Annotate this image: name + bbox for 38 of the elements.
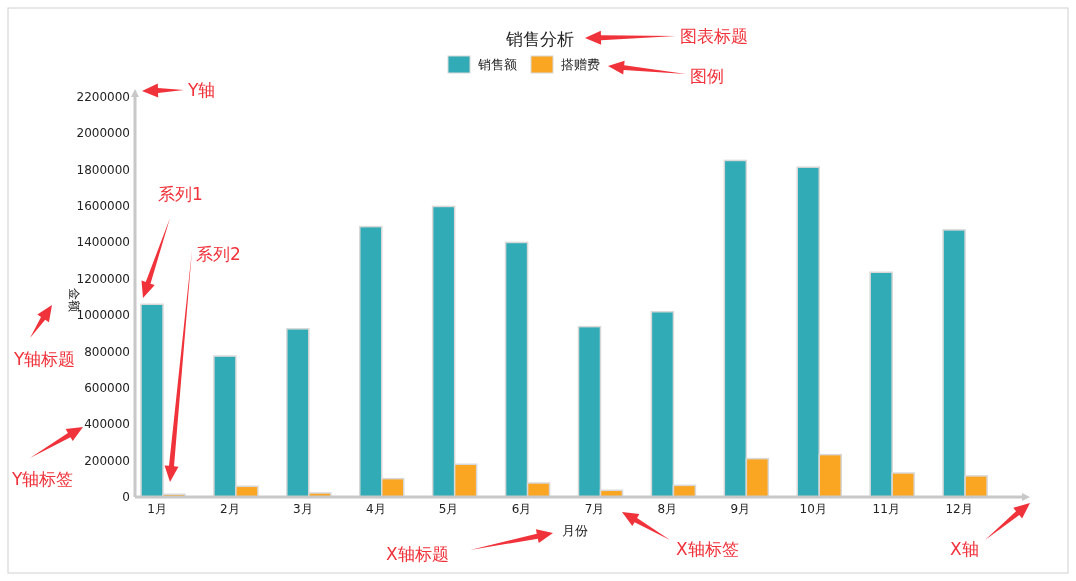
annotation: Y轴 (187, 80, 216, 100)
text: Y轴标签 (11, 469, 74, 489)
x-tick-label: 5月 (438, 502, 459, 516)
y-tick-label: 1400000 (76, 235, 130, 250)
y-tick-label: 1600000 (76, 199, 130, 214)
y-tick-label: 1200000 (76, 271, 130, 286)
text: X轴标签 (676, 539, 739, 559)
text: X轴标题 (386, 544, 449, 564)
annotation: 系列1 (158, 184, 203, 204)
x-tick-label: 1月 (147, 502, 167, 516)
legend-label: 销售额 (477, 57, 517, 72)
legend-label: 搭赠费 (561, 57, 600, 72)
x-tick-label: 6月 (511, 502, 532, 516)
x-tick-label: 8月 (657, 502, 678, 516)
text: 图例 (690, 66, 724, 86)
x-tick-label: 9月 (730, 502, 751, 516)
text: Y轴标题 (13, 349, 76, 369)
x-tick-label: 10月 (799, 502, 827, 516)
y-axis-title: 金额 (67, 288, 81, 312)
y-tick-label: 2000000 (76, 126, 130, 141)
y-tick-label: 600000 (84, 380, 130, 395)
text: 图表标题 (680, 26, 748, 46)
y-tick-label: 1800000 (76, 162, 130, 177)
x-tick-label: 4月 (365, 502, 386, 516)
x-tick-label: 3月 (293, 502, 313, 516)
text: X轴 (950, 539, 979, 559)
x-tick-label: 12月 (945, 502, 973, 516)
chart-title: 销售分析 (505, 29, 574, 49)
x-tick-label: 7月 (584, 502, 605, 516)
x-tick-label: 2月 (220, 502, 240, 516)
y-tick-label: 0 (122, 490, 130, 504)
y-tick-label: 200000 (84, 453, 130, 468)
y-tick-label: 400000 (84, 417, 130, 432)
x-axis-title: 月份 (562, 523, 588, 538)
y-tick-label: 2200000 (76, 90, 130, 104)
annotation: 系列2 (196, 244, 241, 264)
y-tick-label: 800000 (84, 344, 130, 359)
x-tick-label: 11月 (872, 502, 900, 516)
